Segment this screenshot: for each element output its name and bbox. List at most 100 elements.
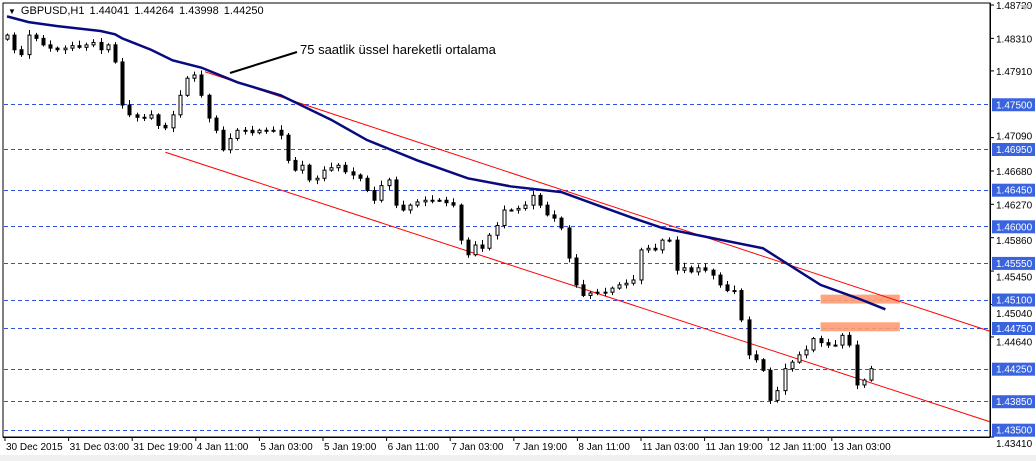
price-tick-label: 1.46270 xyxy=(996,200,1033,211)
time-tick-label: 11 Jan 19:00 xyxy=(706,442,764,453)
price-tick-label: 1.47090 xyxy=(996,132,1033,143)
candle-bull xyxy=(63,47,68,51)
time-tick-label: 31 Dec 19:00 xyxy=(133,442,193,453)
candle-bull xyxy=(379,185,384,201)
time-tick-label: 4 Jan 11:00 xyxy=(197,442,249,453)
candle-bear xyxy=(703,267,708,271)
candle-bull xyxy=(667,239,672,242)
candle-bear xyxy=(77,45,82,48)
candle-bear xyxy=(41,37,46,46)
candle-bull xyxy=(84,44,89,48)
time-tick-label: 30 Dec 2015 xyxy=(6,442,63,453)
candle-bear xyxy=(855,344,860,386)
candle-bear xyxy=(207,94,212,119)
level-label: 1.45100 xyxy=(996,296,1033,307)
time-tick-label: 11 Jan 03:00 xyxy=(642,442,700,453)
level-label-bg xyxy=(992,293,1035,307)
candle-bear xyxy=(689,267,694,273)
time-tick-label: 13 Jan 03:00 xyxy=(833,442,891,453)
candle-bull xyxy=(178,94,183,116)
candle-bull xyxy=(27,34,32,56)
candle-bear xyxy=(761,359,766,371)
candle-bear xyxy=(250,129,255,134)
scroll-marker-icon xyxy=(1020,5,1030,10)
level-label: 1.43850 xyxy=(996,397,1033,408)
candle-bull xyxy=(322,169,327,179)
candle-bull xyxy=(516,207,521,211)
candle-bull xyxy=(624,282,629,286)
candle-bear xyxy=(559,217,564,229)
candle-bear xyxy=(365,177,370,192)
candle-bull xyxy=(415,201,420,206)
candle-bull xyxy=(797,354,802,363)
time-tick-label: 6 Jan 11:00 xyxy=(388,442,440,453)
candle-bear xyxy=(120,61,125,106)
chart-header: ▼ GBPUSD,H1 1.44041 1.44264 1.43998 1.44… xyxy=(8,5,264,17)
time-tick-label: 5 Jan 19:00 xyxy=(324,442,377,453)
level-label-bg xyxy=(992,183,1035,197)
level-label-bg xyxy=(992,98,1035,112)
candle-bull xyxy=(811,338,816,351)
candle-bear xyxy=(675,239,680,271)
candle-bear xyxy=(747,319,752,356)
candle-bear xyxy=(127,104,132,116)
candle-bull xyxy=(523,204,528,209)
candle-bear xyxy=(221,129,226,151)
candle-bull xyxy=(473,244,478,256)
candle-bull xyxy=(185,77,190,96)
candle-bear xyxy=(718,274,723,286)
level-label: 1.44250 xyxy=(996,365,1033,376)
candle-bear xyxy=(653,247,658,251)
candle-bull xyxy=(631,279,636,284)
candle-bull xyxy=(783,368,788,392)
candle-bull xyxy=(790,361,795,370)
candle-bull xyxy=(775,390,780,401)
price-tick-label: 1.48720 xyxy=(996,1,1033,12)
time-tick-label: 8 Jan 11:00 xyxy=(578,442,630,453)
candle-bear xyxy=(480,244,485,249)
level-label-bg xyxy=(992,362,1035,376)
candle-bear xyxy=(199,74,204,96)
level-label: 1.46450 xyxy=(996,186,1033,197)
candle-bull xyxy=(243,129,248,132)
candle-bear xyxy=(214,117,219,131)
candle-bear xyxy=(48,44,53,49)
level-label-bg xyxy=(992,423,1035,437)
candle-bull xyxy=(639,249,644,281)
candle-bull xyxy=(300,164,305,171)
channel-upper-line xyxy=(204,71,990,332)
plot-area xyxy=(4,15,990,431)
candle-bull xyxy=(732,290,737,293)
level-label: 1.46000 xyxy=(996,222,1033,233)
candle-bull xyxy=(869,368,874,381)
candle-bull xyxy=(502,209,507,226)
price-tick-label: 1.48310 xyxy=(996,34,1033,45)
candle-bull xyxy=(315,177,320,181)
status-strip xyxy=(0,455,1036,461)
candle-bear xyxy=(581,284,586,296)
candle-bull xyxy=(531,194,536,206)
candle-bull xyxy=(646,247,651,251)
price-tick-label: 1.45860 xyxy=(996,236,1033,247)
candle-bull xyxy=(682,267,687,271)
candle-bull xyxy=(595,291,600,294)
candle-bull xyxy=(91,41,96,46)
candle-bull xyxy=(257,129,262,134)
dropdown-triangle-icon[interactable]: ▼ xyxy=(8,6,16,16)
candle-bull xyxy=(149,114,154,119)
candle-bear xyxy=(307,164,312,181)
candle-bear xyxy=(725,284,730,292)
candle-bull xyxy=(617,284,622,289)
price-tick-label: 1.45450 xyxy=(996,272,1033,283)
ema-annotation: 75 saatlik üssel hareketli ortalama xyxy=(300,42,496,57)
candle-bear xyxy=(351,171,356,176)
candle-bear xyxy=(293,159,298,171)
candle-bull xyxy=(192,74,197,79)
candle-bull xyxy=(603,291,608,294)
candle-bear xyxy=(768,369,773,401)
candle-bull xyxy=(336,164,341,169)
low-value: 1.43998 xyxy=(179,5,219,17)
candle-bear xyxy=(552,214,557,219)
candle-bear xyxy=(401,204,406,211)
